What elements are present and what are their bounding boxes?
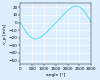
Y-axis label: v_p [m/s]: v_p [m/s] — [4, 24, 8, 44]
X-axis label: angle [°]: angle [°] — [46, 73, 66, 77]
